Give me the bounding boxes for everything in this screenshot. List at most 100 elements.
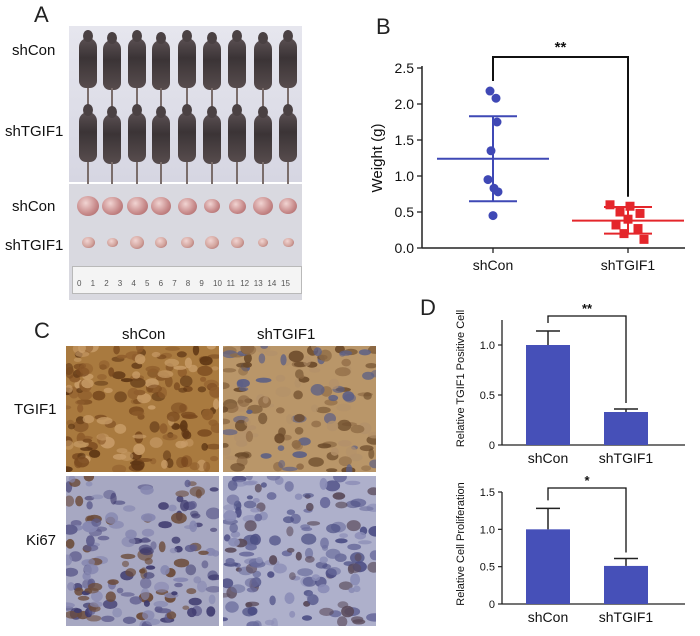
cell-nucleus [348,587,355,594]
data-point-shcon [485,86,495,96]
mouse-shtgif1 [178,104,196,162]
cell-nucleus [173,365,187,370]
cell-nucleus [297,373,305,379]
cell-nucleus [89,449,101,458]
cell-nucleus [324,480,341,492]
ihc-ki67-shcon [66,476,219,626]
cell-nucleus [82,544,99,552]
cell-nucleus [282,466,298,472]
cell-nucleus [306,521,321,526]
tumor-shcon [126,196,148,216]
mouse-shtgif1 [203,106,221,164]
cell-nucleus [254,483,262,493]
cell-nucleus [267,571,275,578]
cell-nucleus [361,465,372,471]
cell-nucleus [223,382,230,390]
ruler-tick-label: 2 [104,279,109,288]
cell-nucleus [238,366,249,376]
cell-nucleus [136,346,144,353]
cell-nucleus [75,495,84,507]
cell-nucleus [185,564,197,576]
mouse-shcon [178,30,196,88]
cell-nucleus [338,440,352,447]
y-tick-label: 2.0 [395,96,415,112]
cell-nucleus [335,538,348,544]
cell-nucleus [368,526,376,537]
mouse-tail [87,162,89,188]
cell-nucleus [286,509,296,515]
ruler-tick-label: 13 [253,279,263,288]
cell-nucleus [112,371,126,380]
ruler-tick-label: 9 [199,279,204,288]
cell-nucleus [225,558,235,565]
cell-nucleus [223,534,231,542]
cell-nucleus [336,403,352,412]
panel-letter-d: D [420,295,436,320]
cell-nucleus [368,448,375,459]
cell-nucleus [303,355,311,367]
cell-nucleus [198,550,209,555]
cell-nucleus [369,550,376,561]
cell-nucleus [113,500,126,505]
cell-nucleus [367,431,376,439]
ruler: 0 1 2 3 4 5 6 7 8 9 10 11 12 13 14 15 [72,266,302,294]
cell-nucleus [75,351,90,357]
cell-nucleus [108,367,115,377]
cell-nucleus [310,384,325,396]
col-label-shtgif1: shTGIF1 [257,326,316,343]
row-label-ki67: Ki67 [26,532,57,549]
cell-nucleus [286,526,294,537]
cell-nucleus [320,537,329,549]
cell-nucleus [170,402,187,414]
cell-nucleus [225,601,239,613]
cell-nucleus [239,551,255,557]
cell-nucleus [319,607,334,616]
mouse-tail [160,162,162,188]
cell-nucleus [269,535,281,546]
cell-nucleus [98,360,110,370]
cell-nucleus [369,346,376,352]
cell-nucleus [169,547,178,554]
cell-nucleus [201,408,214,421]
cell-nucleus [255,377,272,383]
cell-nucleus [129,596,142,605]
cell-nucleus [243,500,257,509]
cell-nucleus [288,350,304,363]
cell-nucleus [313,347,322,357]
cell-nucleus [143,572,155,579]
cell-nucleus [156,608,172,614]
cell-nucleus [187,607,197,618]
ruler-tick-label: 1 [90,279,96,288]
cell-nucleus [158,521,172,529]
ruler-tick-label: 3 [117,279,123,288]
cell-nucleus [223,445,231,456]
cell-nucleus [162,433,178,441]
significance-bracket [547,487,627,553]
cell-nucleus [351,616,364,623]
cell-nucleus [180,411,196,418]
cell-nucleus [306,591,314,601]
cell-nucleus [176,495,184,503]
cell-nucleus [326,523,341,534]
cell-nucleus [237,395,251,407]
cell-nucleus [332,492,346,500]
cell-nucleus [358,349,371,356]
cell-nucleus [67,582,75,591]
cell-nucleus [171,512,187,524]
mouse-tail [111,162,113,188]
cell-nucleus [223,617,228,622]
cell-nucleus [210,455,219,462]
cell-nucleus [223,406,229,413]
cell-nucleus [266,476,281,481]
cell-nucleus [114,423,127,434]
cell-nucleus [171,591,178,596]
cell-nucleus [280,354,287,366]
cell-nucleus [89,601,103,608]
cell-nucleus [179,375,193,387]
cell-nucleus [223,593,231,598]
cell-nucleus [338,581,353,590]
tgif1-positive-bar-chart: 0 0.5 1.0 Relative TGIF1 Positive Cell shCon… [455,301,685,466]
mouse-shtgif1 [128,104,146,162]
y-tick-label: 0 [489,440,495,452]
cell-nucleus [206,606,216,617]
